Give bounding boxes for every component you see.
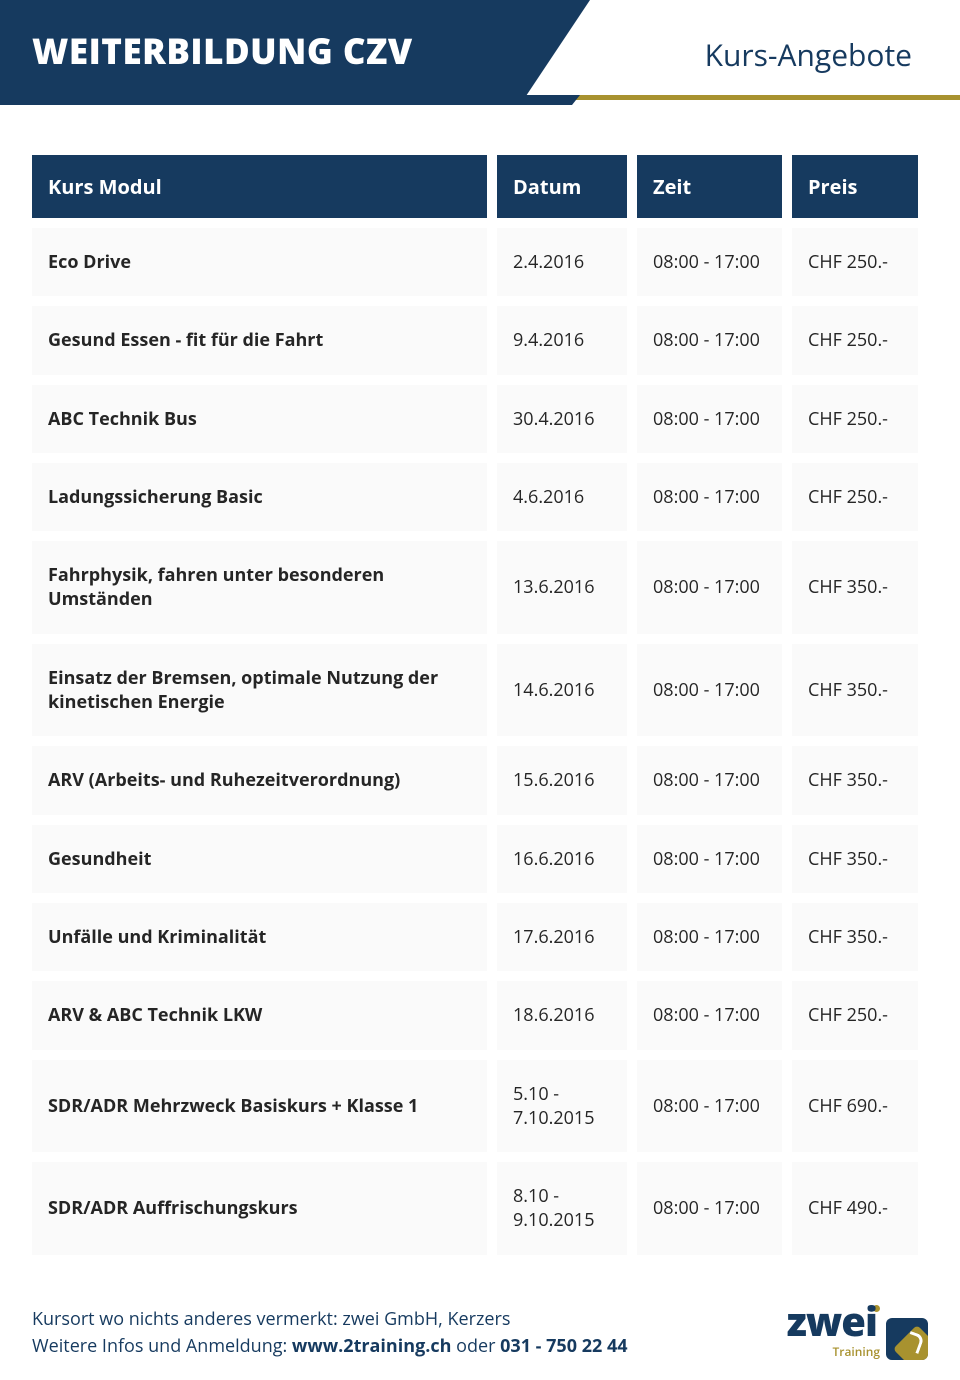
- table-row: Ladungssicherung Basic4.6.201608:00 - 17…: [32, 463, 928, 531]
- cell-price: CHF 250.-: [792, 306, 918, 374]
- cell-time: 08:00 - 17:00: [637, 385, 782, 453]
- cell-price: CHF 690.-: [792, 1060, 918, 1153]
- table-row: SDR/ADR Auffrischungskurs8.10 - 9.10.201…: [32, 1162, 928, 1255]
- cell-date: 14.6.2016: [497, 644, 627, 737]
- table-row: ABC Technik Bus30.4.201608:00 - 17:00CHF…: [32, 385, 928, 453]
- cell-module: Unfälle und Kriminalität: [32, 903, 487, 971]
- table-row: ARV (Arbeits- und Ruhezeitverordnung)15.…: [32, 746, 928, 814]
- col-header-time: Zeit: [637, 155, 782, 218]
- cell-price: CHF 250.-: [792, 228, 918, 296]
- cell-module: Gesund Essen - fit für die Fahrt: [32, 306, 487, 374]
- cell-date: 4.6.2016: [497, 463, 627, 531]
- footer-phone: 031 - 750 22 44: [500, 1334, 627, 1358]
- table-row: Fahrphysik, fahren unter besonderen Umst…: [32, 541, 928, 634]
- col-header-module: Kurs Modul: [32, 155, 487, 218]
- cell-date: 5.10 - 7.10.2015: [497, 1060, 627, 1153]
- cell-module: Einsatz der Bremsen, optimale Nutzung de…: [32, 644, 487, 737]
- cell-time: 08:00 - 17:00: [637, 825, 782, 893]
- cell-date: 8.10 - 9.10.2015: [497, 1162, 627, 1255]
- footer-url: www.2training.ch: [292, 1334, 452, 1358]
- page-subtitle: Kurs-Angebote: [705, 34, 912, 75]
- cell-time: 08:00 - 17:00: [637, 1162, 782, 1255]
- cell-module: Gesundheit: [32, 825, 487, 893]
- table-row: Einsatz der Bremsen, optimale Nutzung de…: [32, 644, 928, 737]
- cell-time: 08:00 - 17:00: [637, 541, 782, 634]
- brand-logo: zwei Training: [787, 1305, 928, 1360]
- cell-time: 08:00 - 17:00: [637, 1060, 782, 1153]
- footer-contact: Weitere Infos und Anmeldung: www.2traini…: [32, 1333, 628, 1360]
- logo-mark-icon: [886, 1318, 928, 1360]
- page-header: WEITERBILDUNG CZV Kurs-Angebote: [0, 0, 960, 105]
- col-header-date: Datum: [497, 155, 627, 218]
- cell-time: 08:00 - 17:00: [637, 981, 782, 1049]
- cell-date: 30.4.2016: [497, 385, 627, 453]
- content-area: Kurs Modul Datum Zeit Preis Eco Drive2.4…: [0, 105, 960, 1255]
- cell-date: 13.6.2016: [497, 541, 627, 634]
- cell-price: CHF 350.-: [792, 825, 918, 893]
- table-row: Gesund Essen - fit für die Fahrt9.4.2016…: [32, 306, 928, 374]
- col-header-price: Preis: [792, 155, 918, 218]
- cell-date: 18.6.2016: [497, 981, 627, 1049]
- table-row: Unfälle und Kriminalität17.6.201608:00 -…: [32, 903, 928, 971]
- cell-time: 08:00 - 17:00: [637, 746, 782, 814]
- cell-module: Ladungssicherung Basic: [32, 463, 487, 531]
- cell-date: 17.6.2016: [497, 903, 627, 971]
- course-table: Kurs Modul Datum Zeit Preis Eco Drive2.4…: [32, 155, 928, 1255]
- cell-time: 08:00 - 17:00: [637, 903, 782, 971]
- cell-price: CHF 250.-: [792, 463, 918, 531]
- cell-module: ARV & ABC Technik LKW: [32, 981, 487, 1049]
- cell-price: CHF 350.-: [792, 541, 918, 634]
- logo-text: zwei: [787, 1293, 877, 1348]
- cell-price: CHF 350.-: [792, 903, 918, 971]
- cell-price: CHF 350.-: [792, 644, 918, 737]
- header-divider-gold: [575, 95, 960, 100]
- cell-date: 16.6.2016: [497, 825, 627, 893]
- cell-module: ARV (Arbeits- und Ruhezeitverordnung): [32, 746, 487, 814]
- cell-price: CHF 250.-: [792, 981, 918, 1049]
- table-row: SDR/ADR Mehrzweck Basiskurs + Klasse 15.…: [32, 1060, 928, 1153]
- page-title: WEITERBILDUNG CZV: [0, 0, 600, 75]
- table-header-row: Kurs Modul Datum Zeit Preis: [32, 155, 928, 218]
- cell-time: 08:00 - 17:00: [637, 228, 782, 296]
- cell-module: Eco Drive: [32, 228, 487, 296]
- cell-price: CHF 250.-: [792, 385, 918, 453]
- footer-contact-mid: oder: [451, 1334, 500, 1358]
- footer-info: Kursort wo nichts anderes vermerkt: zwei…: [32, 1306, 628, 1360]
- table-row: ARV & ABC Technik LKW18.6.201608:00 - 17…: [32, 981, 928, 1049]
- cell-time: 08:00 - 17:00: [637, 463, 782, 531]
- cell-price: CHF 350.-: [792, 746, 918, 814]
- table-row: Gesundheit16.6.201608:00 - 17:00CHF 350.…: [32, 825, 928, 893]
- cell-module: SDR/ADR Mehrzweck Basiskurs + Klasse 1: [32, 1060, 487, 1153]
- cell-module: ABC Technik Bus: [32, 385, 487, 453]
- cell-price: CHF 490.-: [792, 1162, 918, 1255]
- page-footer: Kursort wo nichts anderes vermerkt: zwei…: [0, 1265, 960, 1380]
- cell-date: 9.4.2016: [497, 306, 627, 374]
- header-banner: WEITERBILDUNG CZV: [0, 0, 600, 105]
- cell-module: SDR/ADR Auffrischungskurs: [32, 1162, 487, 1255]
- cell-date: 2.4.2016: [497, 228, 627, 296]
- cell-time: 08:00 - 17:00: [637, 644, 782, 737]
- cell-date: 15.6.2016: [497, 746, 627, 814]
- cell-module: Fahrphysik, fahren unter besonderen Umst…: [32, 541, 487, 634]
- cell-time: 08:00 - 17:00: [637, 306, 782, 374]
- footer-contact-pre: Weitere Infos und Anmeldung:: [32, 1334, 292, 1358]
- table-row: Eco Drive2.4.201608:00 - 17:00CHF 250.-: [32, 228, 928, 296]
